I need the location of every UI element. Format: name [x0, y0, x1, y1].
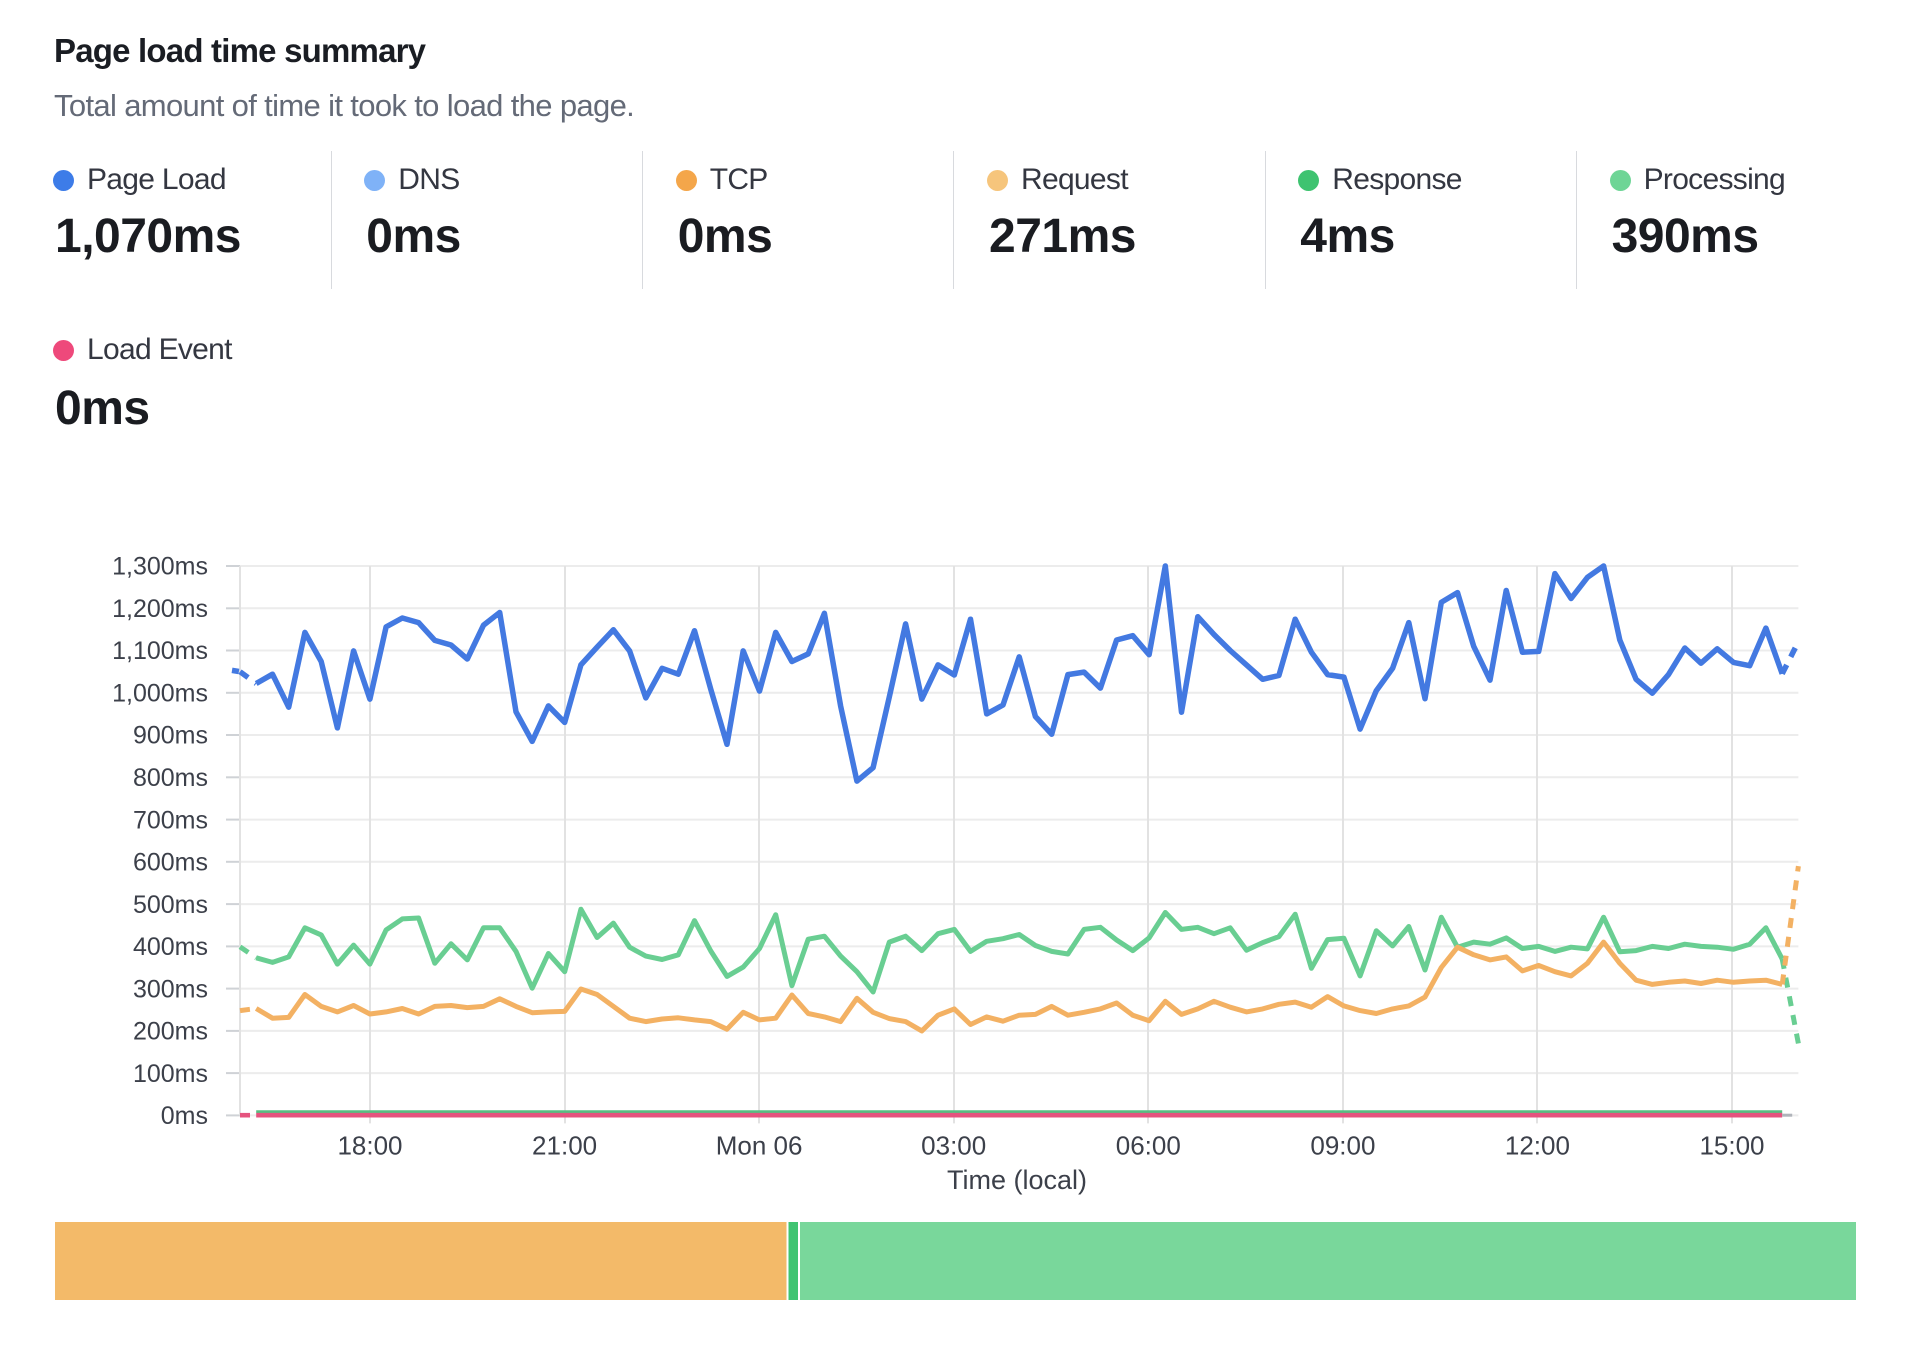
svg-text:100ms: 100ms [133, 1060, 208, 1088]
svg-text:03:00: 03:00 [921, 1131, 986, 1161]
svg-text:900ms: 900ms [133, 722, 208, 750]
svg-text:09:00: 09:00 [1310, 1131, 1375, 1161]
svg-text:Time (local): Time (local) [947, 1165, 1087, 1195]
svg-text:1,200ms: 1,200ms [112, 595, 208, 623]
svg-text:18:00: 18:00 [337, 1131, 402, 1161]
svg-text:400ms: 400ms [133, 933, 208, 961]
svg-text:12:00: 12:00 [1505, 1131, 1570, 1161]
svg-text:600ms: 600ms [133, 849, 208, 877]
svg-text:0ms: 0ms [161, 1102, 208, 1130]
svg-text:15:00: 15:00 [1699, 1131, 1764, 1161]
svg-text:06:00: 06:00 [1116, 1131, 1181, 1161]
svg-text:1,100ms: 1,100ms [112, 637, 208, 665]
svg-text:1,300ms: 1,300ms [112, 553, 208, 581]
svg-text:700ms: 700ms [133, 806, 208, 834]
svg-text:Mon 06: Mon 06 [716, 1131, 803, 1161]
svg-text:500ms: 500ms [133, 891, 208, 919]
svg-text:800ms: 800ms [133, 764, 208, 792]
svg-text:21:00: 21:00 [532, 1131, 597, 1161]
svg-text:300ms: 300ms [133, 975, 208, 1003]
svg-text:200ms: 200ms [133, 1018, 208, 1046]
svg-text:1,000ms: 1,000ms [112, 680, 208, 708]
